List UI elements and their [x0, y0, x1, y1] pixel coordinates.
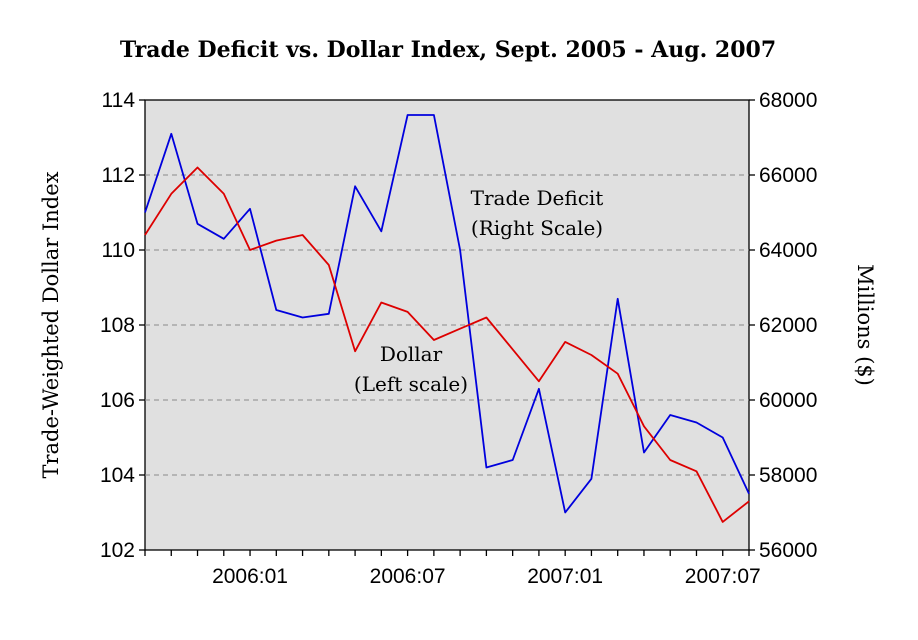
left-tick-label: 112 — [102, 164, 135, 187]
right-tick-label: 64000 — [759, 239, 817, 262]
right-axis: 56000 58000 60000 62000 64000 66000 68000 — [749, 89, 817, 562]
x-tick-label: 2006:01 — [212, 565, 288, 588]
right-tick-label: 60000 — [759, 389, 817, 412]
annotation-trade-deficit-line2: (Right Scale) — [471, 216, 603, 240]
right-tick-label: 68000 — [759, 89, 817, 112]
annotation-dollar-line2: (Left scale) — [354, 372, 468, 396]
right-tick-label: 56000 — [759, 539, 817, 562]
right-tick-label: 58000 — [759, 464, 817, 487]
left-tick-label: 104 — [100, 464, 135, 487]
left-tick-label: 106 — [100, 389, 135, 412]
left-tick-label: 108 — [100, 314, 135, 337]
left-tick-label: 114 — [102, 89, 136, 112]
x-axis: 2006:01 2006:07 2007:01 2007:07 — [144, 550, 761, 588]
left-axis: 102 104 106 108 110 112 114 — [100, 89, 145, 562]
series-line-trade-deficit — [144, 114, 750, 514]
left-tick-label: 102 — [100, 539, 135, 562]
right-tick-label: 66000 — [759, 164, 817, 187]
x-tick-label: 2007:01 — [527, 565, 603, 588]
series-line-dollar — [144, 166, 750, 523]
x-tick-label: 2007:07 — [685, 565, 761, 588]
x-tick-label: 2006:07 — [370, 565, 446, 588]
left-tick-label: 110 — [102, 239, 135, 262]
annotation-trade-deficit-line1: Trade Deficit — [471, 186, 604, 210]
chart-title: Trade Deficit vs. Dollar Index, Sept. 20… — [120, 37, 776, 63]
right-axis-label: Millions ($) — [853, 264, 877, 386]
left-axis-label: Trade-Weighted Dollar Index — [39, 171, 63, 478]
grid-lines — [145, 174, 749, 476]
series-lines — [144, 114, 750, 523]
annotation-dollar-line1: Dollar — [380, 342, 443, 366]
right-tick-label: 62000 — [759, 314, 817, 337]
